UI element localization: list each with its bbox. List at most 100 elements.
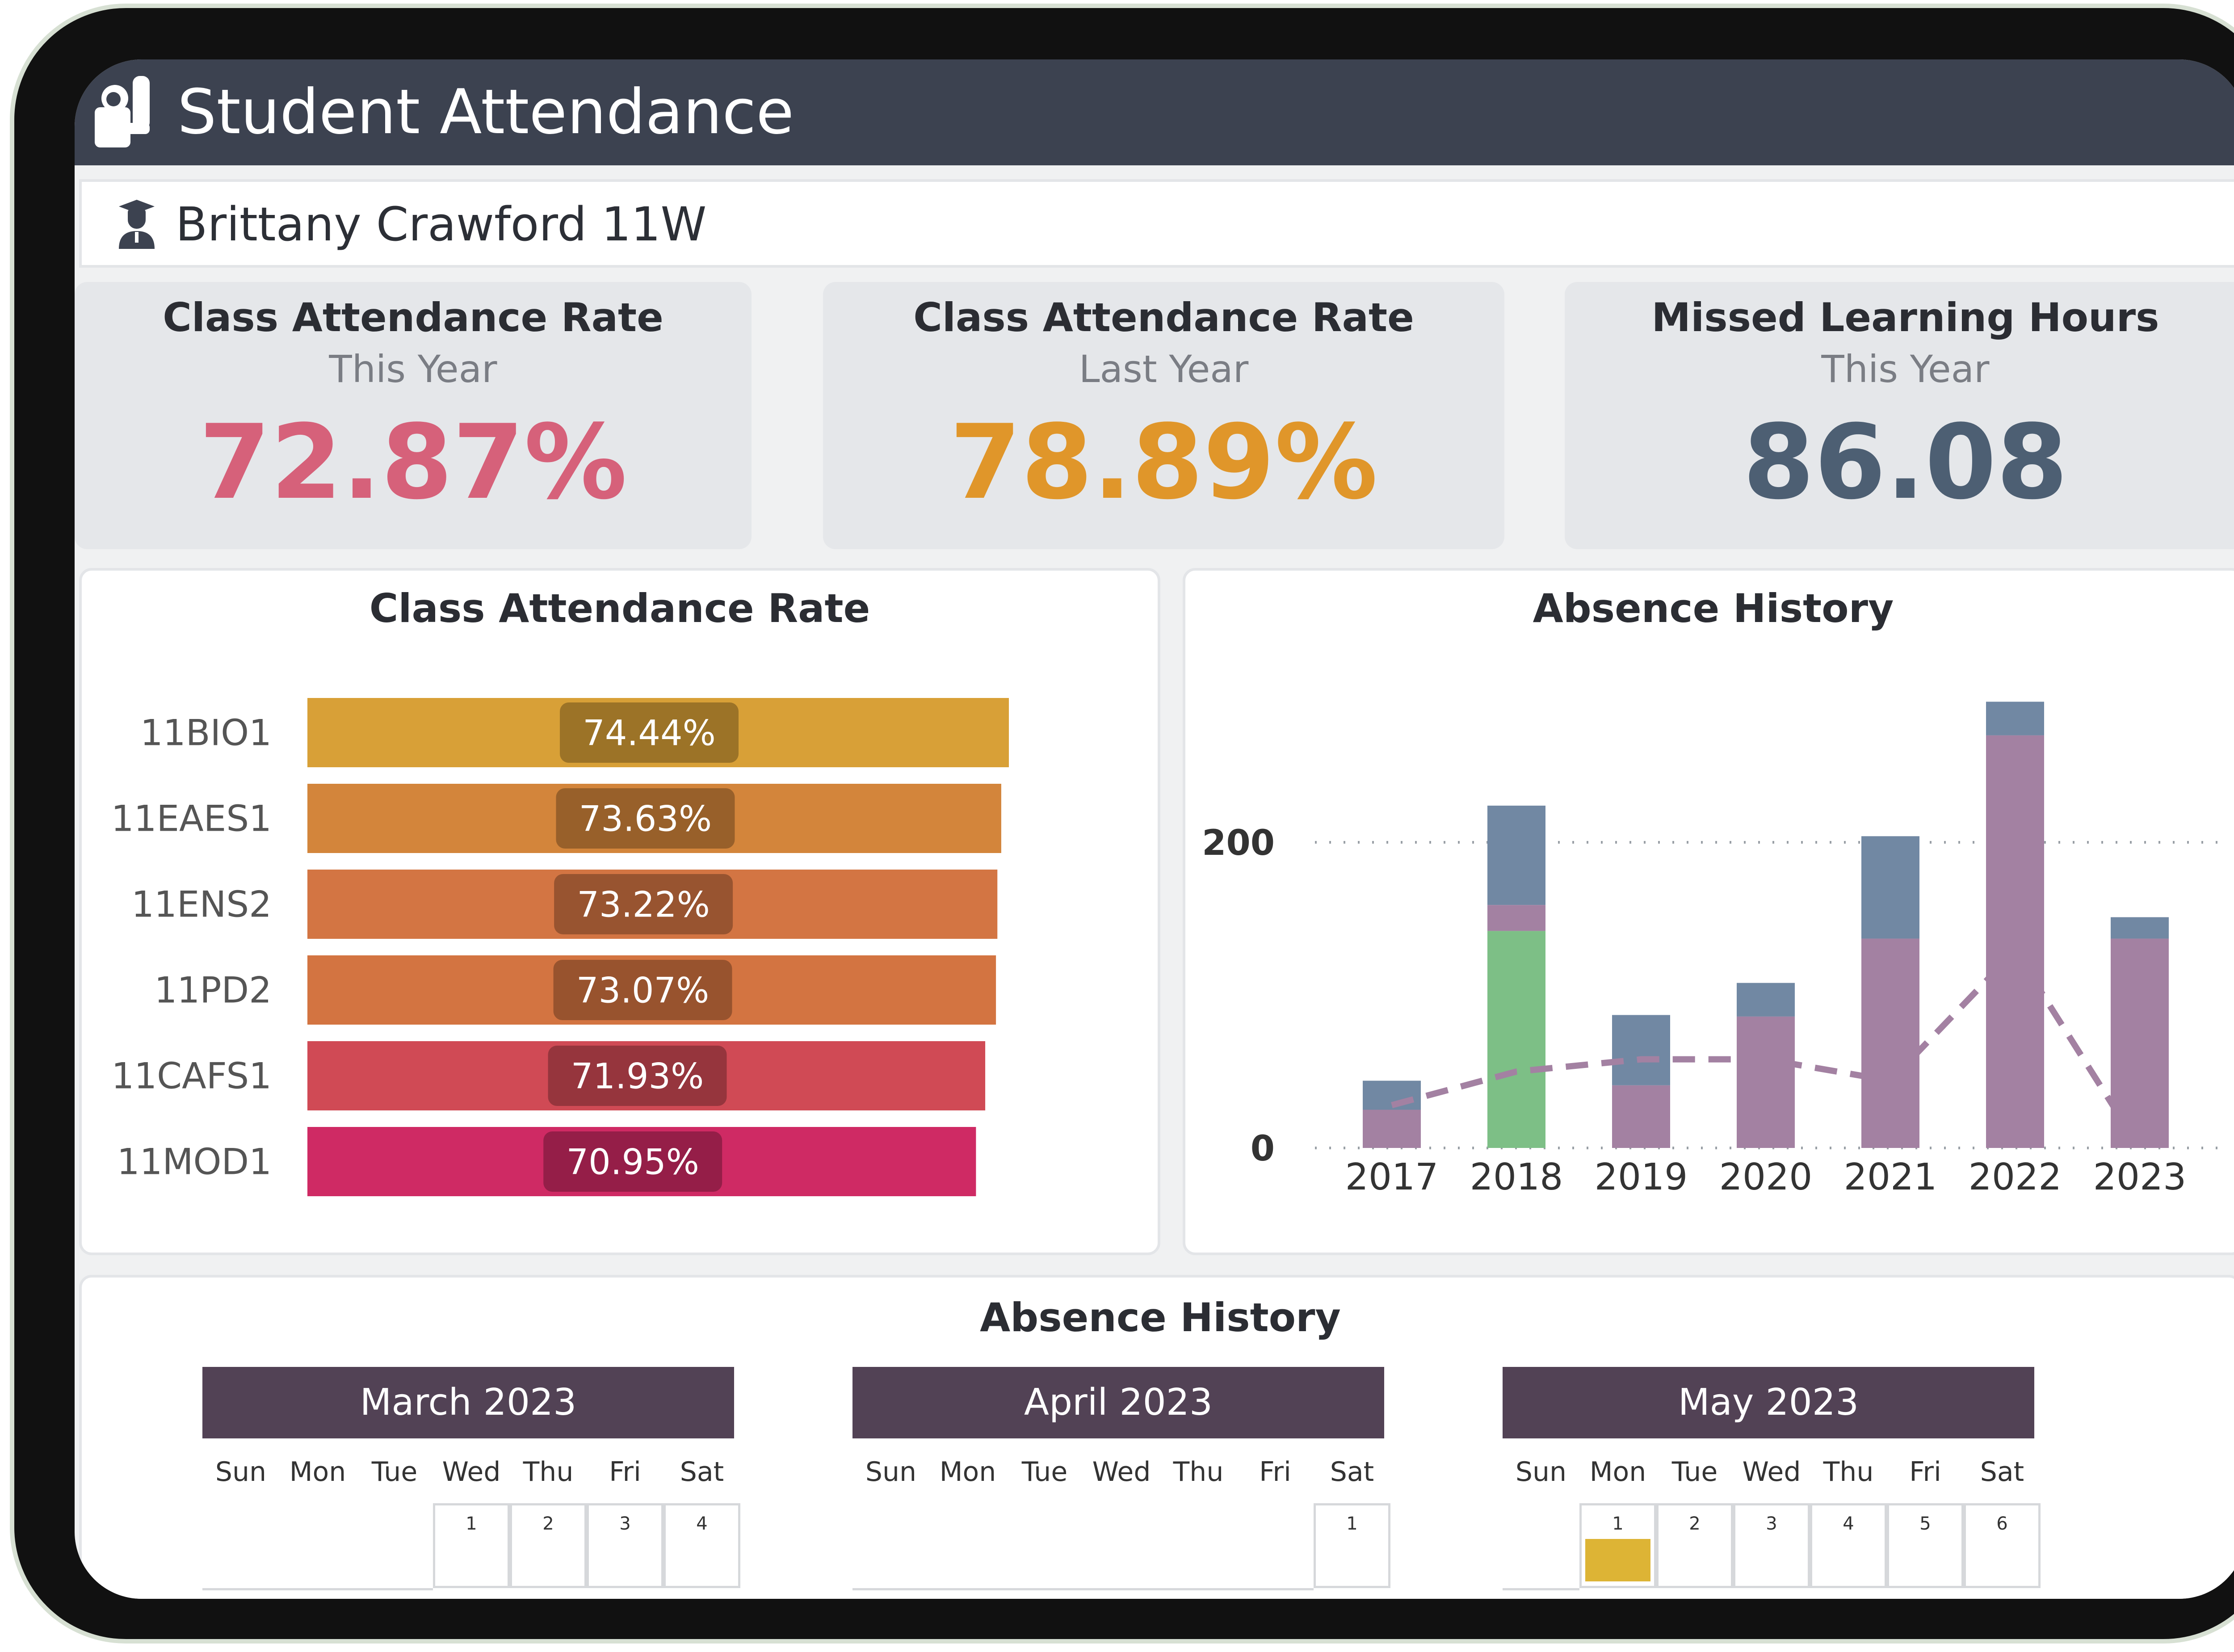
kpi-subtitle: This Year	[1821, 347, 1990, 391]
month-calendar: March 2023 Sun Mon Tue Wed Thu Fri Sat 1 2 3 4	[202, 1367, 740, 1590]
category-label: 11ENS2	[131, 884, 272, 925]
day-cell[interactable]: 4	[663, 1503, 740, 1588]
day-cell[interactable]: 2	[1656, 1503, 1733, 1588]
x-tick-label: 2020	[1719, 1156, 1813, 1198]
category-label: 11MOD1	[117, 1141, 272, 1183]
day-cell[interactable]: 4	[1810, 1503, 1887, 1588]
absence-calendar-panel: Absence History March 2023 Sun Mon Tue Wed Th…	[79, 1275, 2234, 1599]
attendance-bar	[307, 784, 1001, 853]
category-label: 11CAFS1	[111, 1055, 272, 1097]
weekday-label: Sun	[865, 1456, 917, 1488]
stacked-bar-segment	[1986, 735, 2044, 1148]
x-tick-label: 2023	[2093, 1156, 2187, 1198]
x-tick-label: 2019	[1595, 1156, 1688, 1198]
data-label-badge	[560, 702, 739, 763]
stacked-bar-segment	[2111, 917, 2169, 939]
kpi-value: 86.08	[1743, 403, 2068, 522]
weekday-label: Sun	[215, 1456, 267, 1488]
data-label-badge	[553, 960, 732, 1020]
empty-day-cell	[202, 1588, 279, 1590]
kpi-value: 78.89%	[949, 403, 1378, 522]
title-bar: Student Attendance	[75, 59, 2234, 165]
day-cell[interactable]: 3	[1733, 1503, 1810, 1588]
x-tick-label: 2022	[1969, 1156, 2062, 1198]
absence-marker	[1585, 1539, 1650, 1581]
absence-history-chart-panel: Absence History 0 200 2017 2018 2019 2020 2021…	[1183, 568, 2234, 1255]
day-cell[interactable]: 1	[1314, 1503, 1390, 1588]
weekday-label: Mon	[939, 1456, 996, 1488]
weekday-label: Mon	[1589, 1456, 1646, 1488]
weekday-label: Wed	[1092, 1456, 1151, 1488]
data-label-badge	[556, 788, 735, 849]
weekday-label: Sat	[1980, 1456, 2024, 1488]
day-cell[interactable]: 3	[587, 1503, 663, 1588]
day-cell[interactable]: 5	[1887, 1503, 1964, 1588]
data-label-badge	[554, 874, 733, 934]
weekday-label: Thu	[523, 1456, 574, 1488]
kpi-card-attendance-this-year: Class Attendance Rate This Year 72.87%	[75, 282, 752, 549]
weekday-label: Wed	[1742, 1456, 1801, 1488]
stacked-bar-segment	[1986, 702, 2044, 736]
y-tick-label: 200	[1202, 823, 1275, 863]
stacked-bar-segment	[1737, 983, 1795, 1017]
day-number: 6	[1996, 1513, 2008, 1534]
stacked-bar-segment	[1861, 836, 1919, 939]
kpi-card-attendance-last-year: Class Attendance Rate Last Year 78.89%	[823, 282, 1504, 549]
trend-line	[1391, 947, 2142, 1150]
graduate-icon	[119, 200, 155, 249]
day-number: 1	[1346, 1513, 1358, 1534]
tablet-frame: Student Attendance Brittany Crawford 11W…	[10, 4, 2234, 1644]
day-number: 3	[619, 1513, 631, 1534]
y-tick-label: 0	[1251, 1129, 1275, 1169]
student-bar: Brittany Crawford 11W	[79, 179, 2234, 268]
day-number: 1	[1612, 1513, 1624, 1534]
kpi-card-missed-hours: Missed Learning Hours This Year 86.08	[1565, 282, 2234, 549]
attendance-rate-panel: Class Attendance Rate 11BIO1 74.44% 11EAES…	[79, 568, 1160, 1255]
data-label: 70.95%	[566, 1143, 699, 1183]
attendance-rate-chart: 11BIO1 74.44% 11EAES1 73.63% 11ENS2 73.22% 11P…	[111, 698, 1009, 1196]
empty-day-cell	[929, 1588, 1006, 1590]
kpi-value: 72.87%	[199, 403, 627, 522]
weekday-label: Thu	[1823, 1456, 1874, 1488]
day-number: 4	[696, 1513, 708, 1534]
calendar-month-header: March 2023	[202, 1367, 734, 1438]
month-calendar: May 2023 Sun Mon Tue Wed Thu Fri Sat 1 2 3 4 5 6	[1503, 1367, 2041, 1590]
month-calendar: April 2023 Sun Mon Tue Wed Thu Fri Sat 1	[852, 1367, 1390, 1590]
weekday-label: Sat	[1330, 1456, 1374, 1488]
panel-title: Absence History	[980, 1295, 1341, 1341]
x-tick-label: 2018	[1470, 1156, 1563, 1198]
kpi-subtitle: This Year	[329, 347, 497, 391]
calendar-month-header: April 2023	[852, 1367, 1384, 1438]
page-title: Student Attendance	[177, 76, 794, 148]
day-number: 3	[1766, 1513, 1777, 1534]
weekday-label: Mon	[289, 1456, 346, 1488]
day-number: 5	[1919, 1513, 1931, 1534]
dashboard-screen: Student Attendance Brittany Crawford 11W…	[75, 59, 2234, 1599]
attendance-bar	[307, 955, 996, 1025]
weekday-label: Tue	[371, 1456, 418, 1488]
day-cell[interactable]: 1	[1579, 1503, 1656, 1588]
empty-day-cell	[279, 1588, 356, 1590]
weekday-label: Wed	[442, 1456, 501, 1488]
category-label: 11PD2	[154, 970, 272, 1011]
stacked-bar-segment	[2111, 938, 2169, 1148]
day-cell[interactable]: 2	[510, 1503, 587, 1588]
panel-title: Absence History	[1533, 585, 1894, 631]
stacked-bar-segment	[1363, 1110, 1421, 1148]
weekday-label: Tue	[1671, 1456, 1718, 1488]
day-cell[interactable]: 6	[1964, 1503, 2041, 1588]
empty-day-cell	[1160, 1588, 1237, 1590]
day-number: 1	[466, 1513, 477, 1534]
category-label: 11BIO1	[140, 712, 272, 754]
empty-day-cell	[1503, 1588, 1579, 1590]
data-label: 73.07%	[576, 971, 709, 1011]
weekday-label: Thu	[1173, 1456, 1224, 1488]
student-attendance-icon	[95, 76, 150, 147]
kpi-subtitle: Last Year	[1079, 347, 1249, 391]
x-tick-label: 2017	[1345, 1156, 1439, 1198]
day-cell[interactable]: 1	[433, 1503, 510, 1588]
absence-history-chart: 0 200 2017 2018 2019 2020 2021 2022 2023	[1202, 702, 2222, 1198]
day-number: 2	[1689, 1513, 1701, 1534]
stacked-bar-segment	[1487, 905, 1545, 931]
empty-day-cell	[1006, 1588, 1083, 1590]
